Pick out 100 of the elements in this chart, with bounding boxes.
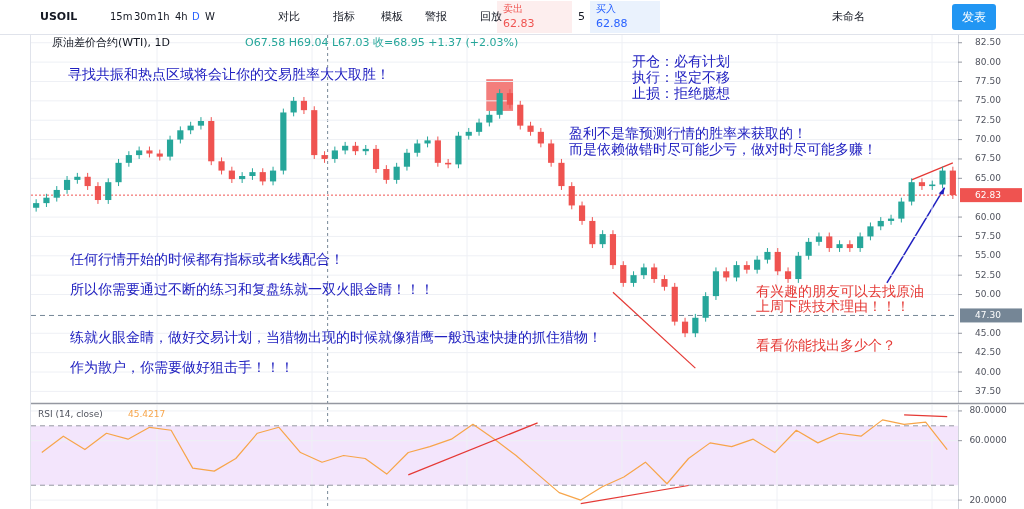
candlestick	[475, 118, 483, 137]
text: 对比	[278, 10, 300, 23]
candlestick	[393, 162, 400, 185]
y-tick-label: 67.50	[975, 153, 1002, 164]
annotation: 看看你能找出多少个？	[756, 337, 896, 353]
candlestick	[898, 197, 905, 223]
candlestick	[125, 150, 132, 168]
annotation: 止损：拒绝臆想	[632, 85, 730, 101]
candlestick	[857, 232, 864, 253]
text: 62.83	[503, 17, 535, 30]
text: 62.88	[596, 17, 628, 30]
annotation: 盈利不是靠预测行情的胜率来获取的！	[569, 125, 807, 141]
text: W	[205, 11, 215, 22]
annotation: 有兴趣的朋友可以去找原油	[756, 283, 924, 299]
candlestick	[774, 247, 781, 276]
annotation: 寻找共振和热点区域将会让你的交易胜率大大取胜！	[68, 66, 390, 82]
candlestick	[620, 260, 627, 288]
candlestick	[506, 88, 514, 110]
y-tick-label: 40.00	[975, 366, 1002, 377]
candlestick	[94, 181, 102, 205]
candlestick	[826, 232, 833, 253]
y-tick-label: 42.50	[975, 347, 1002, 358]
ref-line-label: 47.30	[975, 309, 1002, 320]
chart-title: USOIL	[40, 10, 78, 23]
annotation: 所以你需要通过不断的练习和复盘练就一双火眼金睛！！！	[70, 281, 434, 297]
candlestick	[681, 317, 689, 338]
y-tick-label: 65.00	[975, 172, 1002, 183]
candlestick	[290, 96, 297, 117]
candlestick	[733, 260, 740, 282]
candlestick	[702, 291, 709, 323]
y-tick-label: 37.50	[975, 385, 1002, 396]
text: 未命名	[832, 10, 865, 23]
y-tick-label: 20.0000	[969, 494, 1007, 505]
text: D	[192, 11, 200, 22]
y-tick-label: 57.50	[975, 230, 1002, 241]
y-tick-label: 80.0000	[969, 405, 1007, 416]
y-tick-label: 52.50	[975, 269, 1002, 280]
y-tick-label: 50.00	[975, 289, 1002, 300]
candlestick	[784, 266, 792, 284]
y-tick-label: 60.0000	[969, 435, 1007, 446]
text: 警报	[425, 10, 447, 23]
candlestick	[537, 127, 544, 148]
candlestick	[300, 96, 308, 115]
candlestick	[434, 135, 441, 168]
candlestick	[918, 177, 926, 191]
annotation: 作为散户，你需要做好狙击手！！！	[69, 359, 294, 375]
text: 1h	[157, 11, 170, 22]
annotation: 执行：坚定不移	[632, 69, 730, 85]
text: 30m	[134, 11, 157, 22]
candlestick	[558, 158, 565, 191]
candlestick	[640, 263, 647, 280]
candlestick	[651, 263, 658, 284]
text: 4h	[175, 11, 188, 22]
candlestick	[372, 144, 380, 174]
candlestick	[692, 313, 699, 338]
annotation: 上周下跌技术理由！！！	[756, 298, 910, 314]
candlestick	[908, 177, 915, 206]
y-tick-label: 55.00	[975, 250, 1002, 261]
candlestick	[815, 232, 823, 247]
chart-title: RSI (14, close)	[38, 408, 103, 419]
y-tick-label: 82.50	[975, 37, 1002, 48]
candlestick	[383, 164, 390, 185]
annotation: 45.4217	[128, 408, 166, 419]
candlestick	[166, 135, 174, 162]
y-tick-label: 80.00	[975, 56, 1002, 67]
annotation: 开仓：必有计划	[632, 53, 730, 69]
candlestick	[548, 139, 555, 168]
candlestick	[517, 100, 524, 131]
candlestick	[269, 166, 277, 186]
y-tick-label: 75.00	[975, 95, 1002, 106]
annotation: 练就火眼金睛，做好交易计划，当猎物出现的时候就像猎鹰一般迅速快捷的抓住猎物！	[70, 329, 602, 345]
candlestick	[578, 201, 586, 226]
annotation: 任何行情开始的时候都有指标或者k线配合！	[69, 251, 345, 267]
text: 回放	[480, 10, 502, 23]
candlestick	[115, 158, 122, 187]
text: 5	[578, 10, 585, 23]
ref-line-label: 62.83	[975, 189, 1001, 200]
y-tick-label: 45.00	[975, 327, 1002, 338]
text: 发表	[962, 9, 986, 24]
candlestick	[846, 239, 853, 253]
chart-subtitle: 原油差价合约(WTI), 1D	[52, 36, 170, 49]
candlestick	[197, 116, 205, 131]
annotation: 而是依赖做错时尽可能少亏，做对时尽可能多赚！	[569, 141, 877, 157]
text: 15m	[110, 11, 133, 22]
candlestick	[743, 260, 750, 275]
candlestick	[496, 88, 503, 120]
text: 买入	[596, 3, 616, 14]
candlestick	[105, 177, 112, 205]
y-tick-label: 77.50	[975, 75, 1002, 86]
y-tick-label: 60.00	[975, 211, 1002, 222]
candlestick	[589, 216, 596, 249]
candlestick	[805, 237, 812, 261]
candlestick	[795, 251, 802, 284]
text: 指标	[332, 10, 355, 23]
candlestick	[228, 166, 235, 184]
line-series	[41, 419, 948, 501]
candlestick	[403, 148, 411, 172]
text: 卖出	[503, 3, 523, 14]
annotation: O67.58 H69.04 L67.03 收=68.95 +1.37 (+2.03%)	[245, 36, 519, 49]
text: 模板	[381, 10, 403, 23]
